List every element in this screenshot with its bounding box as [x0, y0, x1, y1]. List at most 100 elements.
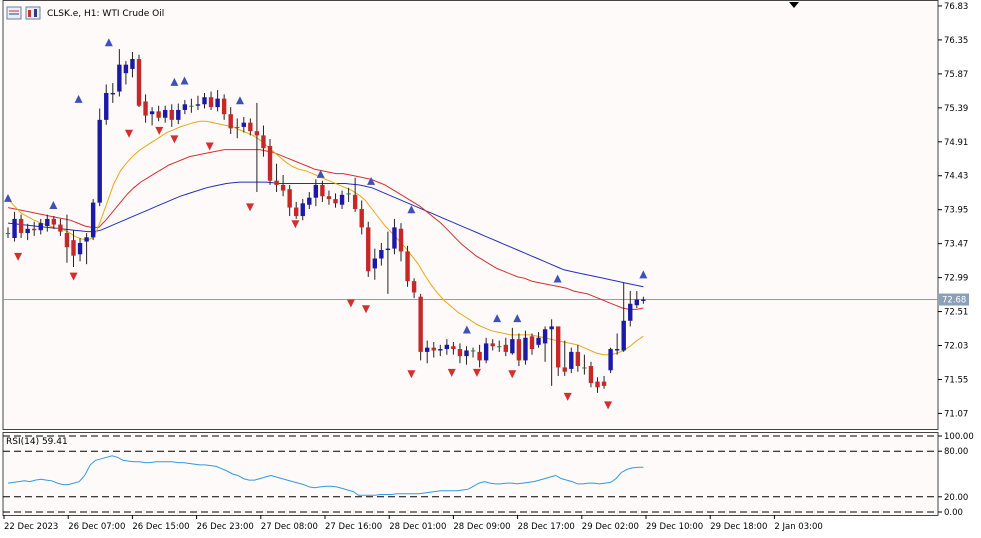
- candle: [451, 341, 456, 355]
- current-price-label: 72.68: [942, 296, 966, 306]
- candle: [215, 90, 220, 112]
- candle: [333, 193, 338, 208]
- price-tick-label: 73.95: [944, 206, 968, 216]
- candle-body: [300, 203, 305, 217]
- candle-body: [117, 64, 122, 92]
- fractal-down-marker: [508, 370, 517, 379]
- candle-body: [189, 105, 194, 107]
- candle-body: [84, 237, 89, 242]
- candle: [405, 245, 410, 287]
- candle: [529, 333, 535, 355]
- candle: [221, 94, 227, 120]
- candle-body: [470, 350, 476, 352]
- candle: [45, 214, 50, 232]
- time-tick-label: 26 Dec 15:00: [132, 522, 189, 532]
- candle: [254, 102, 260, 193]
- fractal-up-marker: [49, 200, 58, 209]
- candle: [372, 248, 377, 280]
- candle: [110, 83, 115, 103]
- candle-body: [405, 251, 410, 282]
- candle-body: [136, 59, 142, 106]
- candle: [542, 326, 548, 362]
- candle-body: [208, 97, 214, 108]
- candle: [300, 199, 305, 221]
- candle-body: [536, 337, 541, 345]
- candle-body: [64, 233, 70, 248]
- chart-title: CLSK.e, H1: WTI Crude Oil: [47, 9, 164, 19]
- candle: [562, 340, 567, 376]
- fractal-down-marker: [346, 299, 355, 308]
- candle: [425, 340, 430, 364]
- candle-body: [38, 223, 43, 231]
- candle: [5, 227, 11, 238]
- candle: [595, 377, 600, 393]
- candle-body: [411, 281, 417, 293]
- candle-body: [25, 228, 30, 234]
- candle: [156, 105, 161, 122]
- fractal-down-marker: [125, 129, 134, 138]
- fractal-down-marker: [472, 368, 481, 377]
- candle-body: [392, 227, 397, 249]
- candle-body: [248, 122, 253, 132]
- candle: [267, 138, 273, 185]
- candle-body: [294, 207, 299, 217]
- candle: [569, 347, 574, 374]
- candle: [510, 327, 515, 355]
- candle-body: [241, 122, 246, 127]
- candle: [169, 104, 174, 127]
- candle: [464, 346, 469, 365]
- candle-body: [123, 64, 129, 74]
- time-tick-label: 28 Dec 01:00: [389, 522, 446, 532]
- fractal-down-marker: [155, 126, 164, 135]
- chart-shift-marker[interactable]: [789, 2, 799, 8]
- candle: [307, 192, 312, 209]
- candle-body: [202, 97, 207, 105]
- candle: [497, 340, 502, 352]
- candle-body: [176, 109, 181, 120]
- fractal-down-marker: [69, 272, 78, 281]
- fractal-up-marker: [367, 176, 376, 185]
- candle-body: [621, 320, 626, 351]
- fractal-down-marker: [246, 203, 255, 212]
- candle: [385, 231, 391, 294]
- ma-slow-line: [7, 181, 644, 288]
- candle: [136, 54, 142, 108]
- price-tick-label: 75.39: [944, 104, 968, 114]
- candle-body: [641, 299, 646, 301]
- candle: [71, 230, 76, 267]
- candle: [641, 296, 646, 304]
- bars-icon[interactable]: [25, 6, 41, 20]
- candle: [104, 84, 109, 125]
- candle-body: [45, 218, 50, 226]
- candle-body: [274, 180, 279, 185]
- candle-body: [562, 367, 567, 372]
- candle: [182, 100, 188, 115]
- candle: [97, 108, 102, 207]
- fractal-up-marker: [170, 77, 179, 86]
- candle: [163, 105, 168, 123]
- candle-body: [254, 131, 260, 136]
- candle: [149, 107, 155, 126]
- time-tick-label: 28 Dec 09:00: [453, 522, 510, 532]
- candle: [176, 103, 181, 125]
- time-tick-label: 29 Dec 18:00: [710, 522, 767, 532]
- candle: [12, 211, 17, 242]
- time-tick-label: 26 Dec 23:00: [197, 522, 254, 532]
- candle: [503, 337, 508, 357]
- candle: [621, 282, 626, 352]
- rsi-tick-label: 20.00: [944, 493, 968, 503]
- fractal-up-marker: [493, 314, 502, 323]
- candle-body: [58, 224, 63, 232]
- rsi-label: RSI(14) 59.41: [6, 437, 68, 447]
- chart-type-icon[interactable]: [6, 6, 22, 20]
- candle: [516, 333, 522, 367]
- fractal-up-marker: [104, 38, 113, 47]
- candle-body: [18, 218, 24, 234]
- candle: [634, 291, 639, 309]
- candle: [549, 319, 554, 386]
- candle-body: [582, 367, 587, 369]
- candle: [313, 179, 319, 207]
- candle: [628, 291, 633, 327]
- time-tick-label: 2 Jan 03:00: [774, 522, 822, 532]
- fractal-up-marker: [235, 96, 244, 105]
